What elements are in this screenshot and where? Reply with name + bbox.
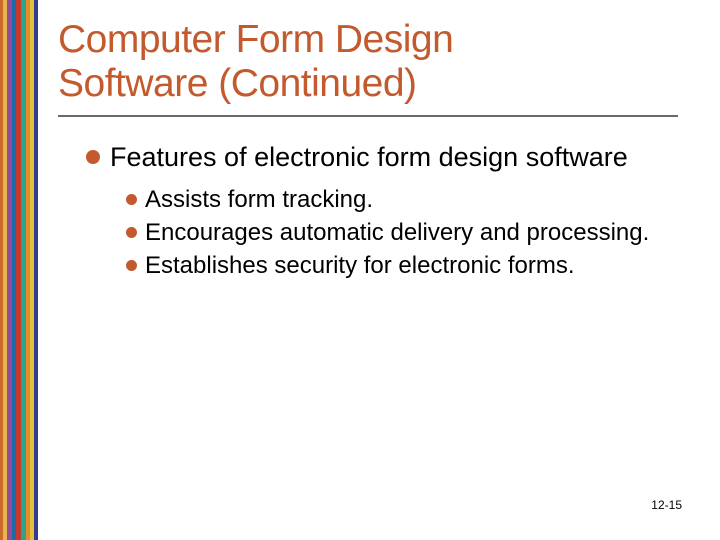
sub-bullet-text: Assists form tracking. (145, 185, 373, 216)
main-bullet-text: Features of electronic form design softw… (110, 141, 628, 175)
sub-bullet: Assists form tracking. (126, 185, 690, 216)
sub-bullet-list: Assists form tracking.Encourages automat… (126, 185, 690, 281)
bullet-dot-icon (126, 260, 137, 271)
main-bullet: Features of electronic form design softw… (86, 141, 690, 175)
page-number: 12-15 (651, 498, 682, 512)
sub-bullet-text: Encourages automatic delivery and proces… (145, 218, 649, 249)
slide-title: Computer Form Design Software (Continued… (58, 18, 690, 105)
slide-content: Computer Form Design Software (Continued… (58, 18, 690, 283)
stripe (34, 0, 38, 540)
sub-bullet-text: Establishes security for electronic form… (145, 251, 574, 282)
decorative-stripes (0, 0, 38, 540)
title-line-2: Software (Continued) (58, 62, 417, 105)
sub-bullet: Establishes security for electronic form… (126, 251, 690, 282)
bullet-dot-icon (126, 194, 137, 205)
bullet-dot-icon (126, 227, 137, 238)
sub-bullet: Encourages automatic delivery and proces… (126, 218, 690, 249)
title-divider (58, 115, 678, 117)
title-line-1: Computer Form Design (58, 18, 453, 61)
bullet-dot-icon (86, 150, 100, 164)
